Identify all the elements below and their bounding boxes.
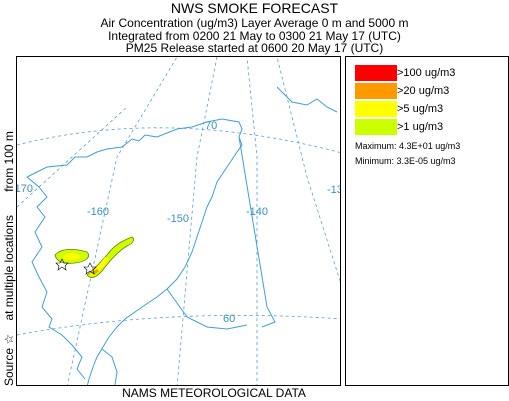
source-star-1 [55, 258, 69, 271]
source-label: Source ☆ [2, 333, 16, 386]
lon-label-140: -140 [246, 206, 268, 218]
graticule-labels: 70 -170 -160 -150 -140 -130 60 [17, 120, 341, 325]
legend-panel: >100 ug/m3 >20 ug/m3 >5 ug/m3 >1 ug/m3 M… [345, 56, 509, 386]
legend-swatch-yellow [355, 101, 397, 117]
latitude-line-70 [17, 127, 340, 153]
source-side-label: Source ☆ at multiple locations from 100 … [2, 56, 16, 386]
longitude-line-140 [246, 57, 258, 385]
longitude-line-130 [276, 57, 340, 283]
arctic-coast-east [276, 86, 338, 113]
map-svg: 70 -170 -160 -150 -140 -130 60 [17, 57, 341, 385]
lon-label-130: -130 [327, 184, 341, 196]
locations-label: at multiple locations [2, 215, 16, 321]
legend-label-100: >100 ug/m3 [397, 67, 456, 79]
height-label: from 100 m [2, 131, 16, 192]
map-title: NWS SMOKE FORECAST [170, 0, 339, 16]
release-start: PM25 Release started at 0600 20 May 17 (… [125, 41, 384, 55]
lon-label-160: -160 [87, 206, 109, 218]
alaska-coast [26, 118, 243, 385]
lon-label-150: -150 [167, 213, 189, 225]
map-panel[interactable]: 70 -170 -160 -150 -140 -130 60 [16, 56, 341, 386]
legend-swatch-orange [355, 83, 397, 99]
data-source-footer: NAMS METEOROLOGICAL DATA [122, 386, 306, 400]
western-coast [26, 176, 86, 380]
legend-swatch-lime [355, 119, 397, 135]
longitude-line-160 [67, 57, 178, 385]
gulf-coast [166, 288, 248, 330]
concentration-description: Air Concentration (ug/m3) Layer Average … [100, 16, 409, 30]
canada-border [238, 136, 276, 328]
source-markers [55, 258, 97, 275]
legend-swatch-red [355, 65, 397, 81]
peninsula [101, 348, 118, 385]
source-star-2 [83, 262, 97, 275]
smoke-plumes [54, 236, 134, 278]
legend-minimum: Minimum: 3.3E-05 ug/m3 [355, 156, 456, 166]
legend-label-5: >5 ug/m3 [397, 103, 444, 115]
coastline [26, 86, 338, 385]
lon-label-170: -170 [17, 183, 33, 195]
lat-label-70: 70 [205, 120, 217, 132]
latitude-line-60 [17, 315, 340, 336]
longitude-line-150 [176, 57, 218, 385]
lat-label-60: 60 [223, 313, 235, 325]
legend-label-1: >1 ug/m3 [397, 121, 444, 133]
legend-maximum: Maximum: 4.3E+01 ug/m3 [355, 141, 461, 151]
integration-period: Integrated from 0200 21 May to 0300 21 M… [108, 29, 401, 43]
graticule [17, 57, 340, 385]
plume-1-inner [62, 253, 81, 260]
legend-label-20: >20 ug/m3 [397, 85, 450, 97]
longitude-line-170 [17, 106, 128, 208]
